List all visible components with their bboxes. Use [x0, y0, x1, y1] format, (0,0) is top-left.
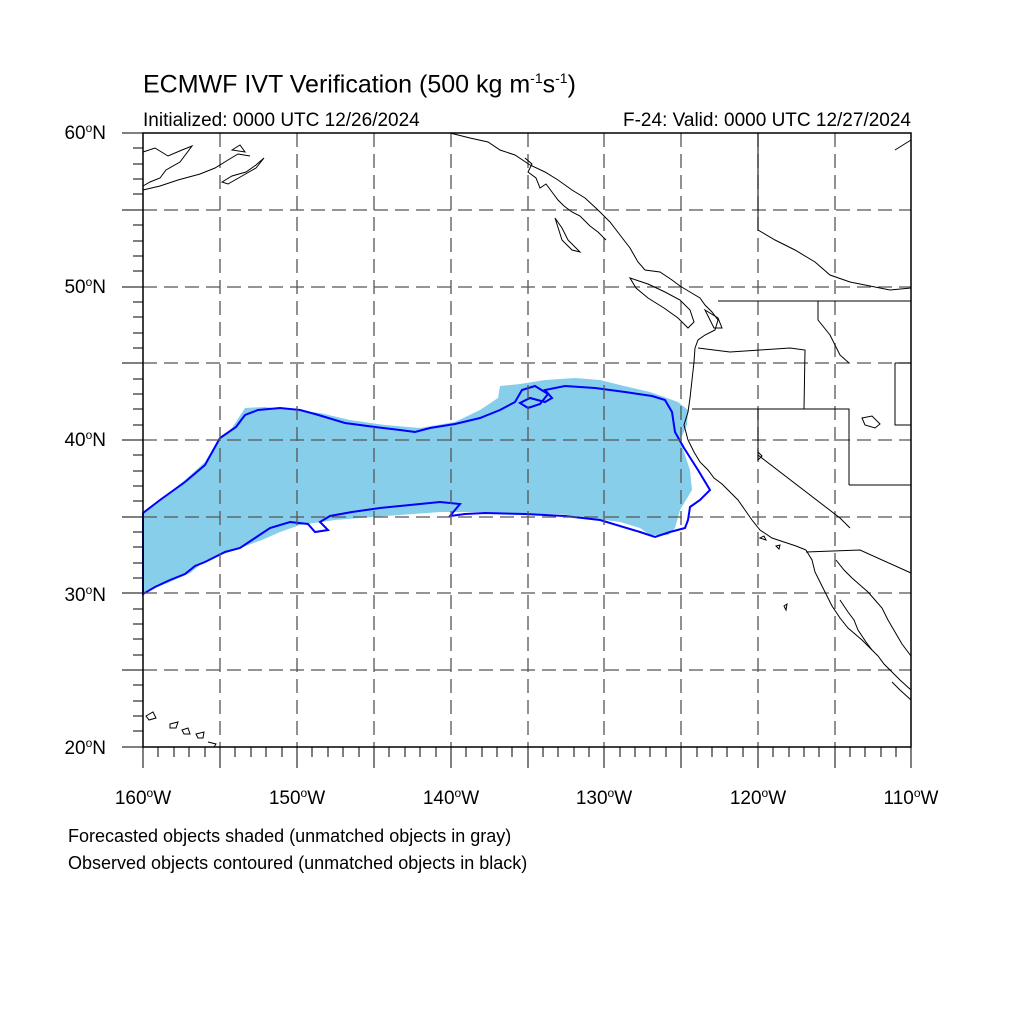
lon-label-140w: 140oW: [422, 786, 480, 809]
lat-label-30n: 30oN: [64, 583, 106, 606]
coastlines: [142, 132, 912, 748]
initialized-time: Initialized: 0000 UTC 12/26/2024: [143, 110, 420, 131]
chart-title: ECMWF IVT Verification (500 kg m-1s-1): [143, 70, 576, 99]
grid-lines: [143, 133, 911, 747]
lat-label-50n: 50oN: [64, 275, 106, 298]
observed-ivt-contour: [142, 384, 712, 596]
valid-time: F-24: Valid: 0000 UTC 12/27/2024: [623, 110, 911, 131]
lon-label-150w: 150oW: [268, 786, 326, 809]
forecast-ivt-object: [143, 378, 692, 593]
lon-label-160w: 160oW: [114, 786, 172, 809]
footnote-forecast: Forecasted objects shaded (unmatched obj…: [68, 826, 512, 846]
lon-label-130w: 130oW: [575, 786, 633, 809]
lat-label-40n: 40oN: [64, 428, 106, 451]
lon-label-120w: 120oW: [729, 786, 787, 809]
lat-label-60n: 60oN: [64, 121, 106, 144]
lat-label-20n: 20oN: [64, 736, 106, 759]
lon-label-110w: 110oW: [883, 786, 939, 809]
footnote-observed: Observed objects contoured (unmatched ob…: [68, 853, 528, 873]
axis-ticks: [122, 132, 912, 768]
